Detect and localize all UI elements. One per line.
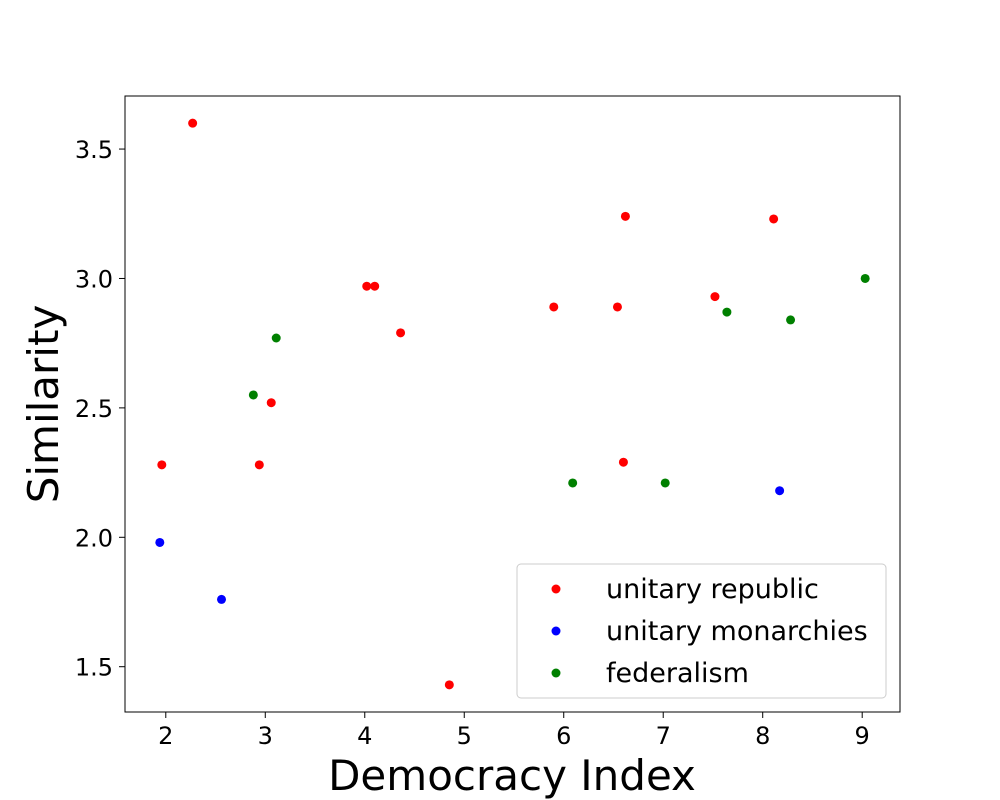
legend: unitary republic unitary monarchies federa…: [516, 563, 887, 699]
x-tick-label: 3: [258, 722, 273, 750]
y-tick-label: 3.0: [75, 265, 113, 293]
point-federalism-2: [568, 478, 578, 488]
y-tick-label: 3.5: [75, 136, 113, 164]
point-unitary-republic-12: [710, 292, 720, 302]
x-axis: 2 3 4 5 6 7 8 9: [158, 712, 870, 750]
point-unitary-republic-4: [362, 281, 372, 291]
y-axis: 1.5 2.0 2.5 3.0 3.5: [75, 136, 125, 682]
point-unitary-monarchies-0: [155, 537, 165, 547]
point-federalism-3: [660, 478, 670, 488]
point-unitary-republic-13: [769, 214, 779, 224]
point-unitary-republic-7: [444, 680, 454, 690]
y-tick-label: 1.5: [75, 654, 113, 682]
point-unitary-republic-8: [549, 302, 559, 312]
x-tick-label: 2: [158, 722, 173, 750]
x-tick-label: 6: [556, 722, 571, 750]
point-unitary-republic-9: [612, 302, 622, 312]
point-unitary-republic-6: [396, 328, 406, 338]
x-tick-label: 9: [855, 722, 870, 750]
legend-label: unitary monarchies: [606, 616, 868, 647]
point-unitary-monarchies-2: [775, 486, 785, 496]
legend-box: [516, 563, 887, 699]
legend-marker: [551, 584, 561, 594]
x-axis-label: Democracy Index: [328, 751, 696, 800]
point-unitary-republic-1: [188, 118, 198, 128]
x-tick-label: 5: [457, 722, 472, 750]
legend-marker: [551, 668, 561, 678]
point-unitary-republic-5: [370, 281, 380, 291]
x-tick-label: 7: [656, 722, 671, 750]
plot-area: [124, 95, 901, 713]
point-unitary-monarchies-1: [217, 594, 227, 604]
point-unitary-republic-10: [618, 457, 628, 467]
x-tick-label: 8: [755, 722, 770, 750]
point-federalism-0: [248, 390, 258, 400]
y-tick-label: 2.0: [75, 524, 113, 552]
y-axis-label: Similarity: [19, 305, 68, 504]
point-federalism-5: [786, 315, 796, 325]
x-tick-label: 4: [357, 722, 372, 750]
point-federalism-4: [722, 307, 732, 317]
point-federalism-6: [860, 273, 870, 283]
legend-label: federalism: [606, 658, 749, 689]
y-tick-label: 2.5: [75, 395, 113, 423]
legend-marker: [551, 626, 561, 636]
point-unitary-republic-0: [157, 460, 167, 470]
point-unitary-republic-2: [254, 460, 264, 470]
legend-label: unitary republic: [606, 574, 819, 605]
point-federalism-1: [271, 333, 281, 343]
data-points: [155, 118, 870, 690]
point-unitary-republic-3: [266, 398, 276, 408]
point-unitary-republic-11: [620, 211, 630, 221]
